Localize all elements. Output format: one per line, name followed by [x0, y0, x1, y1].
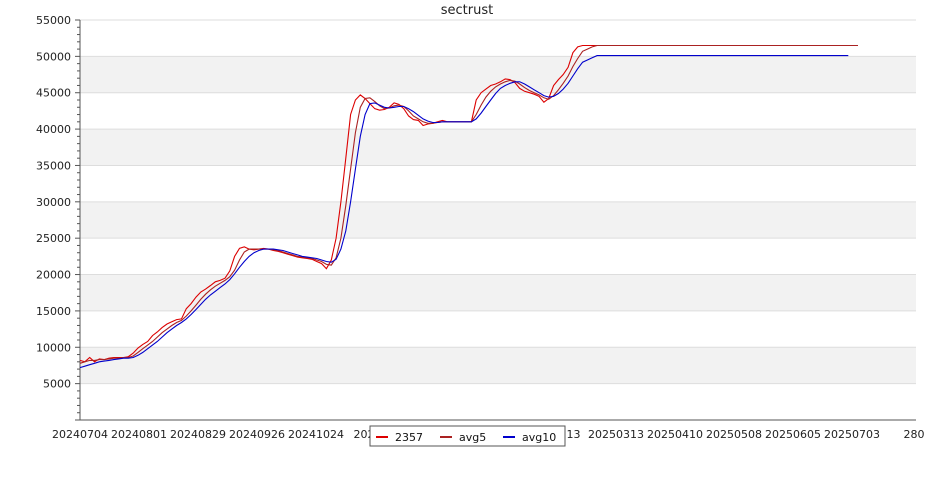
- y-tick-label: 25000: [36, 232, 71, 245]
- legend-label: 2357: [395, 431, 423, 444]
- x-tick-label: 20250313: [588, 428, 644, 441]
- grid-lines: [80, 19, 916, 385]
- grid-band: [80, 201, 916, 239]
- legend-label: avg10: [522, 431, 556, 444]
- x-tick-label: 20240926: [229, 428, 285, 441]
- x-tick-label: 280: [904, 428, 925, 441]
- y-axis-ticks: 5000 10000 15000 20000 25000 30000 35000 40000 4…: [36, 14, 80, 421]
- y-tick-label: 30000: [36, 196, 71, 209]
- y-tick-label: 40000: [36, 123, 71, 136]
- y-tick-label: 20000: [36, 269, 71, 282]
- x-tick-label: 20250410: [647, 428, 703, 441]
- x-tick-label: 202: [354, 428, 375, 441]
- x-tick-label: 20240829: [170, 428, 226, 441]
- x-tick-label: 20240801: [111, 428, 167, 441]
- grid-band: [80, 129, 916, 166]
- x-tick-label: 20241024: [288, 428, 344, 441]
- grid-band: [80, 347, 916, 384]
- y-tick-label: 55000: [36, 14, 71, 27]
- legend-box: [369, 425, 566, 447]
- grid-band: [80, 274, 916, 311]
- x-axis-ticks: 20240704 20240801 20240829 20240926 20241024…: [52, 428, 925, 441]
- series-lines: [79, 44, 858, 369]
- y-tick-label: 15000: [36, 305, 71, 318]
- axes: [79, 20, 916, 421]
- legend: 2357 avg5 avg10: [369, 425, 566, 447]
- y-tick-label: 45000: [36, 87, 71, 100]
- grid-band: [80, 56, 916, 93]
- x-tick-label: 20250605: [765, 428, 821, 441]
- legend-label: avg5: [459, 431, 486, 444]
- y-tick-label: 35000: [36, 159, 71, 172]
- series-line-avg10: [79, 55, 849, 369]
- x-tick-label: 20250508: [706, 428, 762, 441]
- grid-bands: [80, 56, 916, 384]
- y-tick-label: 5000: [43, 378, 71, 391]
- chart-title: sectrust: [441, 3, 493, 18]
- y-tick-label: 50000: [36, 50, 71, 63]
- y-tick-label: 10000: [36, 341, 71, 354]
- x-tick-label: 20240704: [52, 428, 108, 441]
- x-tick-label: 20250703: [824, 428, 880, 441]
